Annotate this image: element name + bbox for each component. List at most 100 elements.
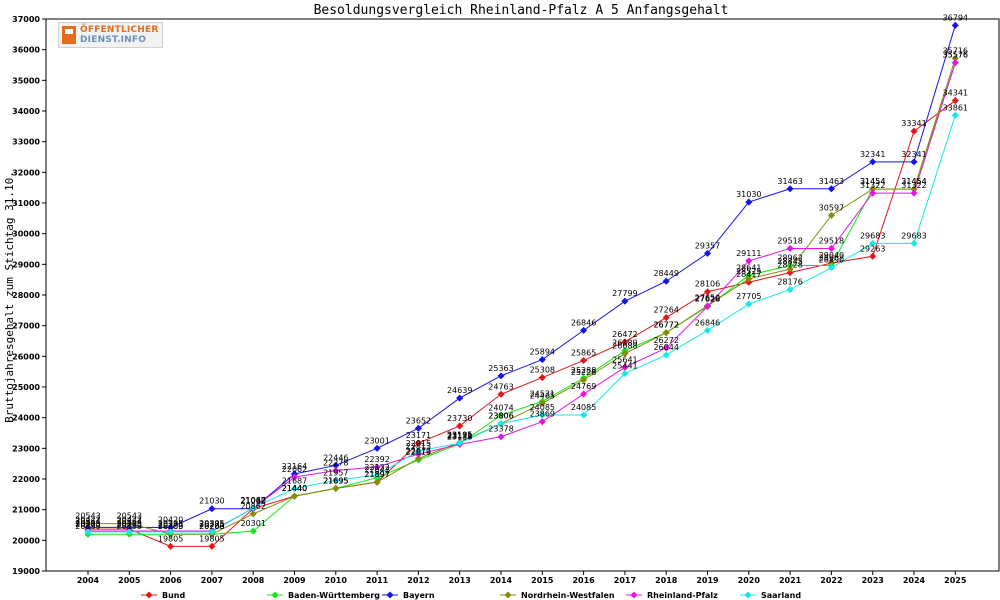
data-labels: 20364 20364 19805 19805 21032 21440 21695 21897…: [75, 13, 968, 543]
data-point: [414, 447, 422, 455]
data-label: 35576: [943, 51, 968, 60]
y-tick-label: 23000: [12, 444, 40, 453]
data-label: 23171: [447, 431, 472, 440]
data-point: [373, 471, 381, 479]
data-label: 22813: [406, 442, 431, 451]
data-point: [786, 286, 794, 294]
data-label: 28962: [777, 253, 802, 262]
data-label: 23806: [488, 412, 513, 421]
data-label: 28641: [736, 263, 761, 272]
data-point: [745, 198, 753, 206]
data-point: [373, 463, 381, 471]
data-point: [621, 363, 629, 371]
data-label: 29357: [695, 241, 720, 250]
data-label: 33341: [901, 119, 926, 128]
series-nordrhein-westfalen: [84, 54, 959, 538]
data-label: 31322: [901, 181, 926, 190]
data-label: 25641: [612, 355, 637, 364]
x-tick-label: 2020: [738, 576, 761, 585]
data-label: 20275: [199, 520, 224, 529]
data-label: 20199: [75, 522, 100, 531]
legend-label: Baden-Württemberg: [288, 591, 380, 600]
data-point: [84, 528, 92, 536]
data-label: 28417: [736, 270, 761, 279]
data-label: 36794: [943, 13, 968, 22]
data-label: 31322: [860, 181, 885, 190]
data-point: [538, 418, 546, 426]
logo-line-2: DIENST.INFO: [80, 35, 147, 45]
data-point: [580, 411, 588, 419]
x-tick-label: 2022: [820, 576, 842, 585]
x-tick-label: 2006: [159, 576, 182, 585]
legend-label: Saarland: [761, 591, 801, 600]
data-point: [869, 185, 877, 193]
data-label: 21695: [323, 476, 348, 485]
data-label: 24085: [571, 403, 596, 412]
legend-swatch-marker: [386, 591, 394, 599]
data-label: 23652: [406, 416, 431, 425]
data-point: [414, 454, 422, 462]
data-label: 28962: [819, 253, 844, 262]
data-label: 30597: [819, 203, 844, 212]
x-tick-label: 2016: [572, 576, 595, 585]
data-point: [497, 433, 505, 441]
data-point: [662, 277, 670, 285]
data-label: 20422: [75, 515, 100, 524]
data-label: 27705: [736, 292, 761, 301]
data-point: [373, 478, 381, 486]
data-point: [538, 411, 546, 419]
data-point: [662, 329, 670, 337]
y-tick-label: 24000: [12, 414, 40, 423]
data-label: 26472: [612, 330, 637, 339]
legend-item: Baden-Württemberg: [267, 591, 380, 600]
legend-item: Nordrhein-Westfalen: [500, 591, 615, 600]
data-point: [951, 59, 959, 67]
data-label: 27626: [695, 294, 720, 303]
data-point: [538, 399, 546, 407]
data-label: 28728: [777, 261, 802, 270]
legend-item: Rheinland-Pfalz: [626, 591, 718, 600]
data-point: [869, 239, 877, 247]
data-label: 29111: [736, 249, 761, 258]
data-label: 21957: [323, 468, 348, 477]
data-point: [745, 271, 753, 279]
data-point: [249, 504, 257, 512]
data-label: 29263: [860, 244, 885, 253]
data-point: [827, 264, 835, 272]
x-tick-label: 2007: [201, 576, 223, 585]
data-label: 22164: [282, 462, 307, 471]
series-line: [88, 62, 956, 535]
legend-label: Bayern: [403, 591, 435, 600]
data-label: 35576: [943, 51, 968, 60]
y-axis: 19000 20000 21000 22000 23000 24000 25000 26000…: [12, 15, 46, 576]
data-point: [745, 275, 753, 283]
data-label: 21695: [323, 476, 348, 485]
data-label: 21440: [282, 484, 307, 493]
y-tick-label: 31000: [12, 199, 40, 208]
y-tick-label: 27000: [12, 322, 40, 331]
series-bund: [84, 97, 959, 550]
data-label: 25894: [530, 348, 555, 357]
data-label: 23128: [447, 432, 472, 441]
logo-line-1: ÖFFENTLICHER: [80, 25, 159, 35]
data-point: [290, 485, 299, 493]
data-point: [662, 314, 670, 322]
data-label: 24639: [447, 386, 472, 395]
data-label: 20862: [240, 502, 265, 511]
data-label: 20199: [117, 522, 142, 531]
data-label: 31454: [901, 177, 926, 186]
data-label: 21032: [240, 497, 265, 506]
data-label: 32341: [860, 150, 885, 159]
data-label: 24763: [488, 382, 513, 391]
data-label: 21030: [199, 497, 224, 506]
data-point: [786, 265, 794, 273]
x-tick-label: 2019: [696, 576, 719, 585]
data-point: [662, 351, 670, 359]
data-label: 23730: [447, 414, 472, 423]
data-label: 20543: [117, 512, 142, 521]
legend-item: Bund: [141, 591, 185, 600]
x-tick-label: 2012: [407, 576, 429, 585]
y-tick-label: 34000: [12, 107, 40, 116]
y-tick-label: 30000: [12, 230, 40, 239]
data-point: [580, 390, 588, 398]
